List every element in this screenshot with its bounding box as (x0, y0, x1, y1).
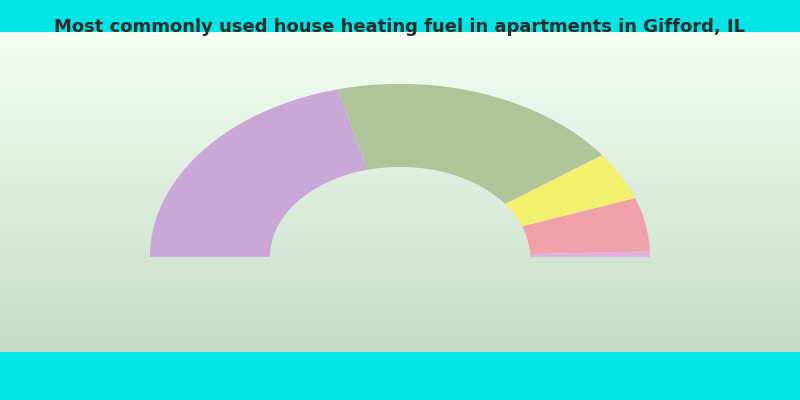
Polygon shape (530, 252, 650, 257)
Polygon shape (505, 155, 635, 226)
Text: Most commonly used house heating fuel in apartments in Gifford, IL: Most commonly used house heating fuel in… (54, 18, 746, 36)
Polygon shape (338, 84, 602, 204)
Polygon shape (150, 89, 368, 257)
Polygon shape (522, 198, 650, 254)
